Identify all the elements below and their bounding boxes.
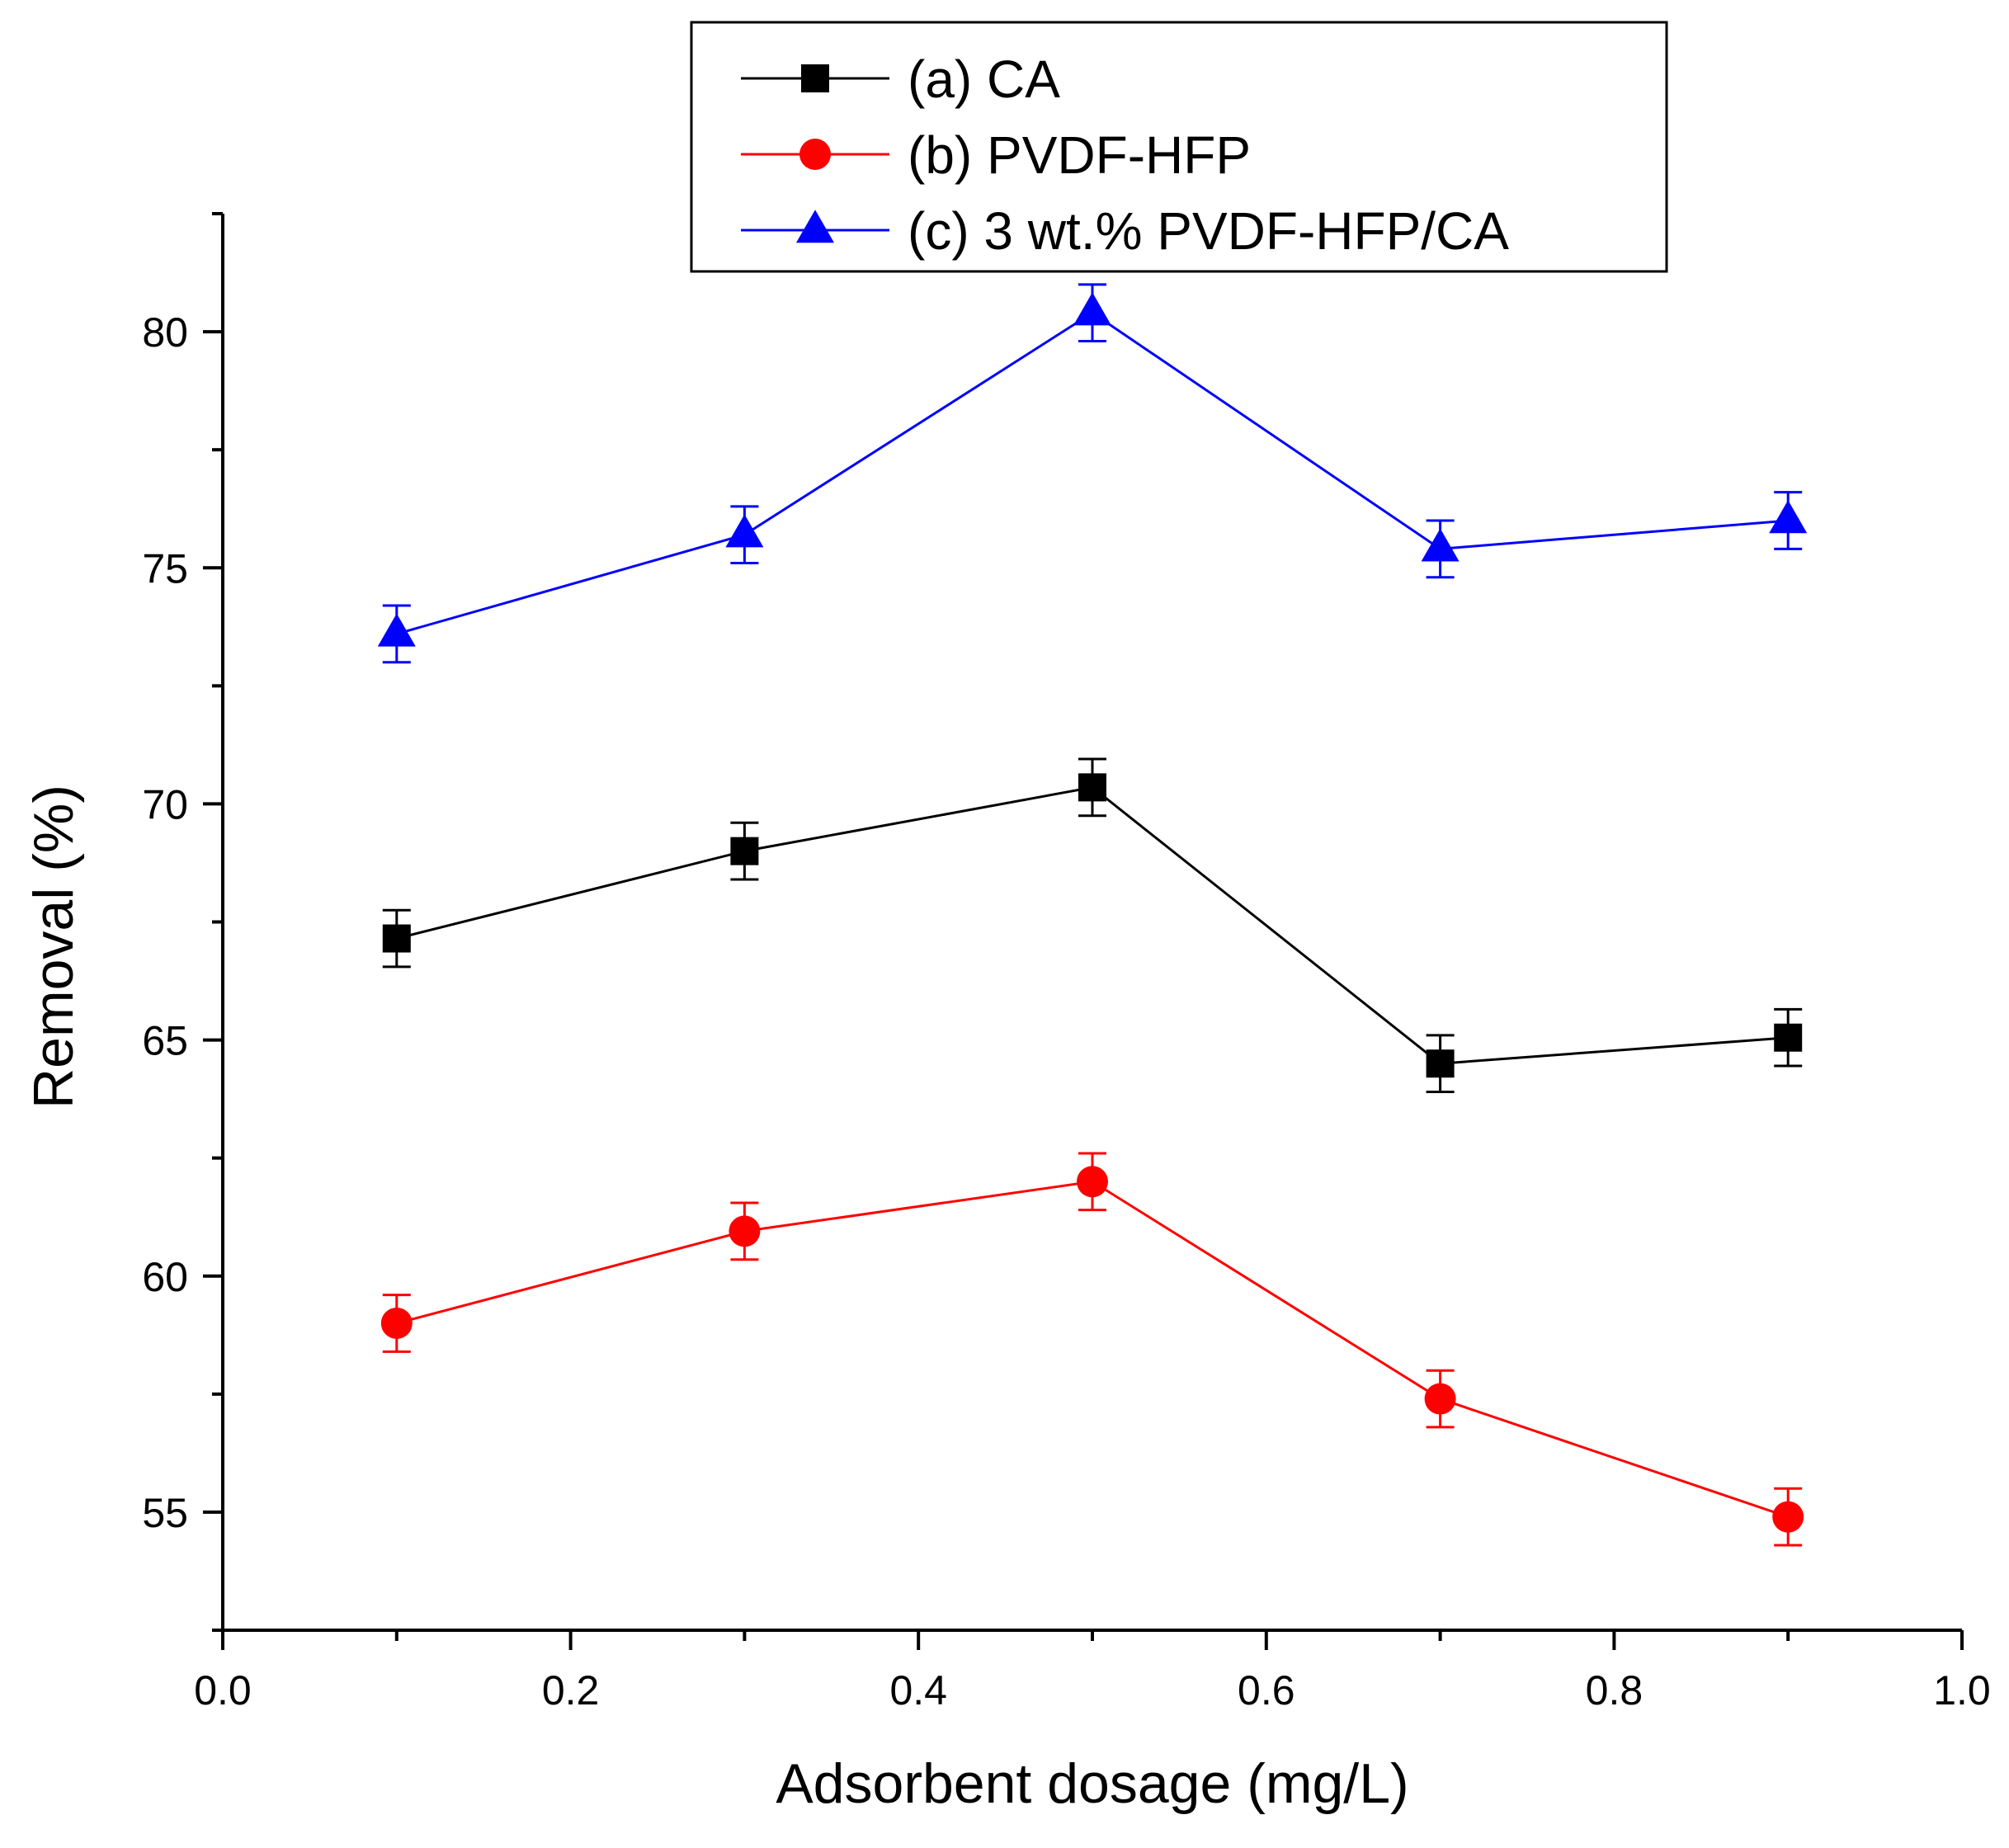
- legend-item: (c) 3 wt.% PVDF-HFP/CA: [741, 201, 1509, 261]
- legend-item: (b) PVDF-HFP: [741, 125, 1251, 185]
- y-tick-label: 80: [142, 309, 188, 356]
- data-point: [725, 514, 764, 548]
- y-tick-label: 60: [142, 1254, 188, 1300]
- x-tick-label: 0.2: [542, 1667, 600, 1714]
- data-point: [377, 613, 416, 647]
- legend-marker: [796, 210, 834, 243]
- legend-label: (b) PVDF-HFP: [908, 125, 1251, 185]
- series-line: [396, 785, 1789, 1065]
- data-point: [1424, 1383, 1456, 1415]
- legend-label: (a) CA: [908, 50, 1060, 109]
- plot-area: [377, 283, 1808, 1547]
- x-tick-label: 0.4: [889, 1667, 947, 1714]
- x-axis-title: Adsorbent dosage (mg/L): [776, 1752, 1408, 1815]
- legend-marker: [801, 64, 829, 92]
- y-tick-label: 65: [142, 1018, 188, 1064]
- data-point: [1073, 292, 1111, 326]
- x-tick-label: 0.0: [194, 1667, 252, 1714]
- y-tick-label: 70: [142, 781, 188, 827]
- series-line: [396, 311, 1789, 635]
- y-tick-label: 55: [142, 1490, 188, 1536]
- data-point: [1774, 1023, 1803, 1052]
- legend-item: (a) CA: [741, 50, 1060, 109]
- axes: 0.0 0.2 0.4 0.6 0.8 1.0 55 60 65 70 75 80: [142, 212, 1991, 1714]
- data-point: [1426, 1049, 1455, 1078]
- series-3: [377, 283, 1808, 664]
- series-line: [396, 1180, 1789, 1519]
- legend-marker: [799, 139, 831, 170]
- data-point: [382, 924, 411, 953]
- x-tick-label: 0.6: [1238, 1667, 1295, 1714]
- data-point: [1078, 773, 1106, 802]
- data-point: [380, 1307, 413, 1339]
- data-point: [730, 837, 759, 865]
- legend-label: (c) 3 wt.% PVDF-HFP/CA: [908, 201, 1509, 261]
- series-1: [382, 757, 1803, 1094]
- data-point: [729, 1215, 761, 1247]
- x-tick-label: 0.8: [1586, 1667, 1644, 1714]
- data-point: [1077, 1166, 1108, 1198]
- data-point: [1772, 1501, 1804, 1533]
- legend: (a) CA (b) PVDF-HFP (c) 3 wt.% PVDF-HFP/CA: [690, 21, 1668, 273]
- y-tick-label: 75: [142, 545, 188, 592]
- x-tick-label: 1.0: [1933, 1667, 1991, 1714]
- series-2: [380, 1152, 1804, 1547]
- y-axis-title: Removal (%): [22, 785, 85, 1109]
- data-point: [1421, 528, 1460, 562]
- data-point: [1769, 500, 1808, 534]
